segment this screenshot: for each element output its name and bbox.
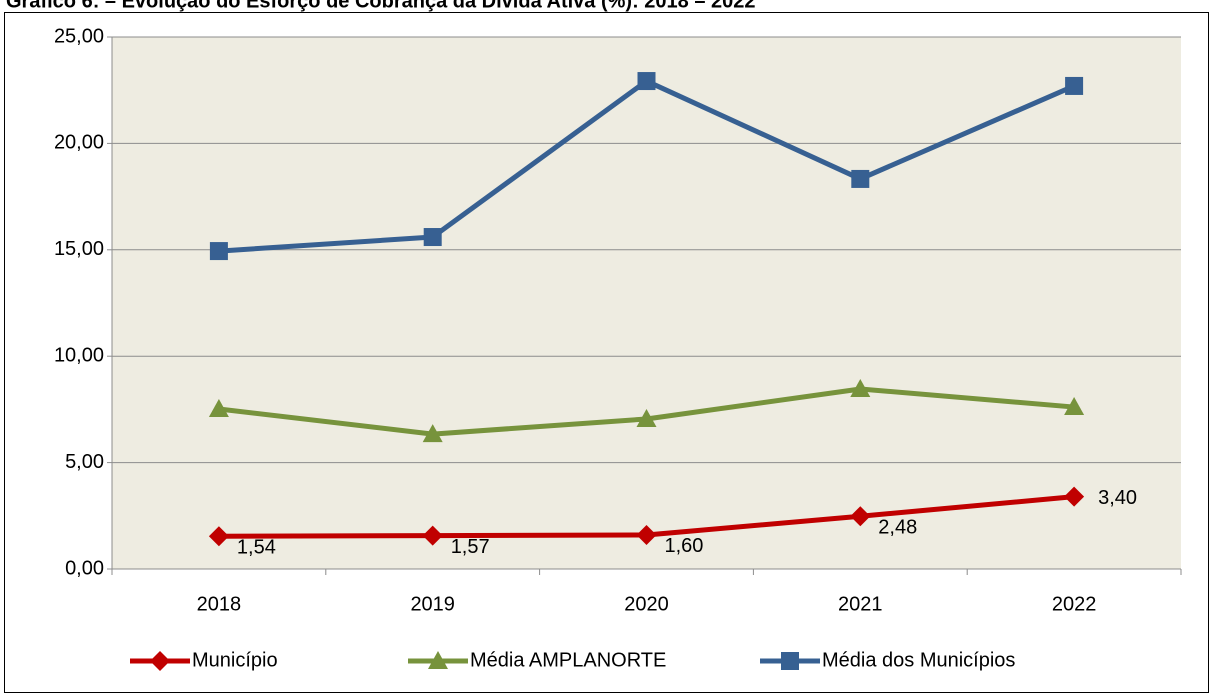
marker xyxy=(850,378,871,397)
marker xyxy=(423,228,442,247)
x-tick-label: 2020 xyxy=(624,593,669,615)
y-tick-label: 5,00 xyxy=(65,451,104,473)
y-tick-label: 20,00 xyxy=(54,132,104,154)
plot-area xyxy=(112,37,1181,569)
marker xyxy=(850,506,871,527)
marker xyxy=(422,525,443,546)
marker xyxy=(1064,486,1085,507)
legend-label: Município xyxy=(192,649,278,671)
marker xyxy=(428,651,448,669)
legend-label: Média AMPLANORTE xyxy=(470,649,666,671)
marker xyxy=(150,651,170,671)
x-tick-label: 2021 xyxy=(838,593,883,615)
data-label: 1,60 xyxy=(665,535,704,557)
marker xyxy=(208,526,229,547)
chart-border xyxy=(4,12,1209,693)
chart-title: Gráfico 6: – Evolução do Esforço de Cobr… xyxy=(6,0,756,12)
data-label: 1,54 xyxy=(237,537,276,559)
marker xyxy=(636,408,657,427)
x-tick-label: 2022 xyxy=(1052,593,1097,615)
legend-label: Média dos Municípios xyxy=(822,649,1015,671)
marker xyxy=(637,72,656,91)
y-tick-label: 10,00 xyxy=(54,344,104,366)
x-tick-label: 2019 xyxy=(410,593,455,615)
marker xyxy=(1065,76,1084,95)
y-tick-label: 25,00 xyxy=(54,25,104,47)
marker xyxy=(208,398,229,417)
marker xyxy=(1064,397,1085,416)
marker xyxy=(209,242,228,261)
marker xyxy=(781,652,799,670)
marker xyxy=(636,524,657,545)
data-label: 2,48 xyxy=(878,517,917,539)
y-tick-label: 15,00 xyxy=(54,238,104,260)
marker xyxy=(422,424,443,443)
data-label: 3,40 xyxy=(1098,487,1137,509)
data-label: 1,57 xyxy=(451,536,490,558)
marker xyxy=(851,169,870,188)
x-tick-label: 2018 xyxy=(197,593,242,615)
y-tick-label: 0,00 xyxy=(65,557,104,579)
